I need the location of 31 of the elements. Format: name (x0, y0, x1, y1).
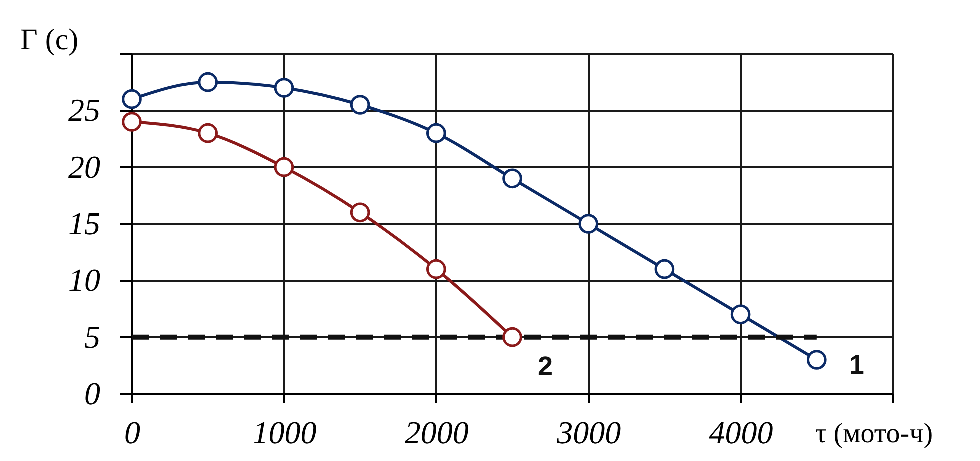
y-tick-label: 5 (84, 318, 100, 355)
point (198, 123, 218, 144)
point (578, 214, 599, 234)
x-tick-label: 2000 (404, 414, 469, 450)
y-tick-label: 10 (68, 262, 100, 298)
series-label: 1 (849, 350, 864, 380)
point (198, 72, 218, 92)
y-tick-label: 15 (68, 206, 100, 242)
point (502, 327, 522, 348)
y-tick-label: 25 (68, 92, 100, 128)
y-tick-label: 20 (68, 148, 100, 185)
point (274, 78, 294, 98)
x-tick-label: 1000 (252, 414, 317, 450)
point (122, 112, 142, 132)
x-axis-title: τ (мото-ч) (816, 418, 934, 450)
point (654, 259, 675, 280)
point (502, 168, 522, 189)
series-label: 2 (538, 351, 554, 382)
point (350, 95, 370, 115)
point (426, 259, 446, 280)
point (122, 89, 142, 110)
x-tick-label: 3000 (556, 414, 622, 450)
point (350, 202, 370, 223)
y-axis-title: Г (с) (20, 24, 79, 56)
point (730, 304, 751, 325)
x-tick-label: 0 (124, 414, 140, 450)
point (806, 350, 827, 370)
x-tick-label: 4000 (709, 414, 774, 450)
point (274, 157, 294, 178)
y-tick-label: 0 (84, 376, 100, 412)
point (426, 123, 446, 144)
